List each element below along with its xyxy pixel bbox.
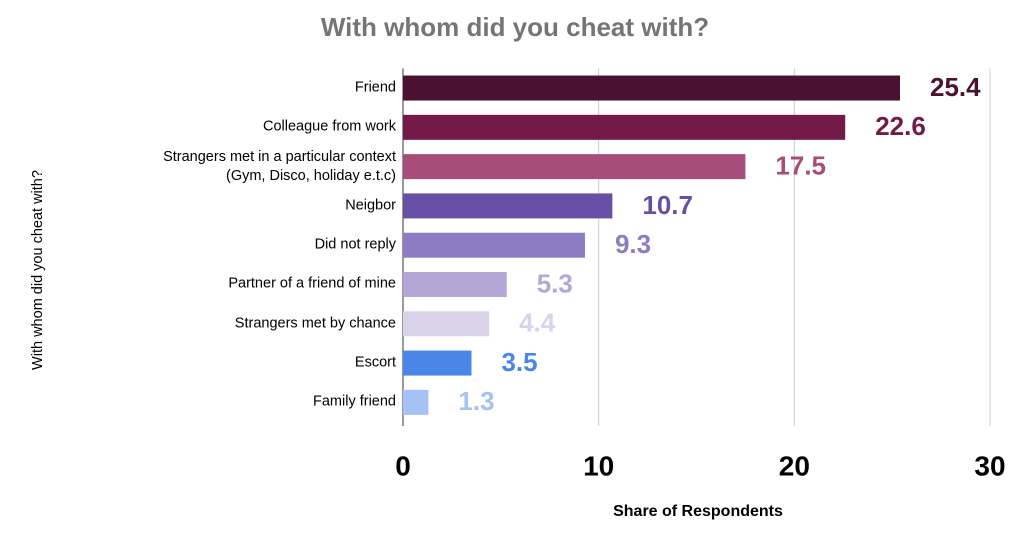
- bar: [403, 193, 613, 219]
- bar: [403, 389, 429, 415]
- y-tick-label: Neigbor: [345, 197, 396, 214]
- data-label: 17.5: [775, 150, 826, 180]
- data-label: 9.3: [615, 229, 651, 259]
- bar: [403, 232, 585, 258]
- y-tick-label: Strangers met in a particular context (G…: [163, 148, 396, 184]
- data-label: 1.3: [458, 386, 494, 416]
- data-label: 5.3: [537, 268, 573, 298]
- data-label: 3.5: [501, 347, 537, 377]
- data-label: 25.4: [930, 72, 981, 102]
- bar: [403, 311, 490, 337]
- bar: [403, 350, 472, 376]
- data-label: 22.6: [875, 111, 926, 141]
- y-axis-title: With whom did you cheat with?: [30, 170, 46, 370]
- y-tick-label: Family friend: [313, 393, 396, 410]
- x-tick-label: 10: [583, 450, 614, 481]
- y-tick-label: Did not reply: [314, 236, 396, 253]
- chart-title: With whom did you cheat with?: [321, 12, 709, 42]
- y-tick-label: Colleague from work: [263, 118, 396, 135]
- data-label: 4.4: [519, 308, 556, 338]
- x-tick-label: 20: [779, 450, 810, 481]
- x-tick-label: 0: [395, 450, 411, 481]
- y-tick-label: Partner of a friend of mine: [228, 275, 396, 292]
- y-tick-label: Strangers met by chance: [234, 315, 396, 332]
- x-axis-title: Share of Respondents: [613, 503, 783, 520]
- bar: [403, 75, 900, 101]
- bar: [403, 154, 746, 180]
- y-tick-label: Escort: [354, 354, 396, 371]
- y-tick-label: Friend: [354, 79, 396, 96]
- x-tick-label: 30: [974, 450, 1005, 481]
- bar: [403, 114, 846, 140]
- data-label: 10.7: [642, 190, 693, 220]
- bar: [403, 271, 507, 297]
